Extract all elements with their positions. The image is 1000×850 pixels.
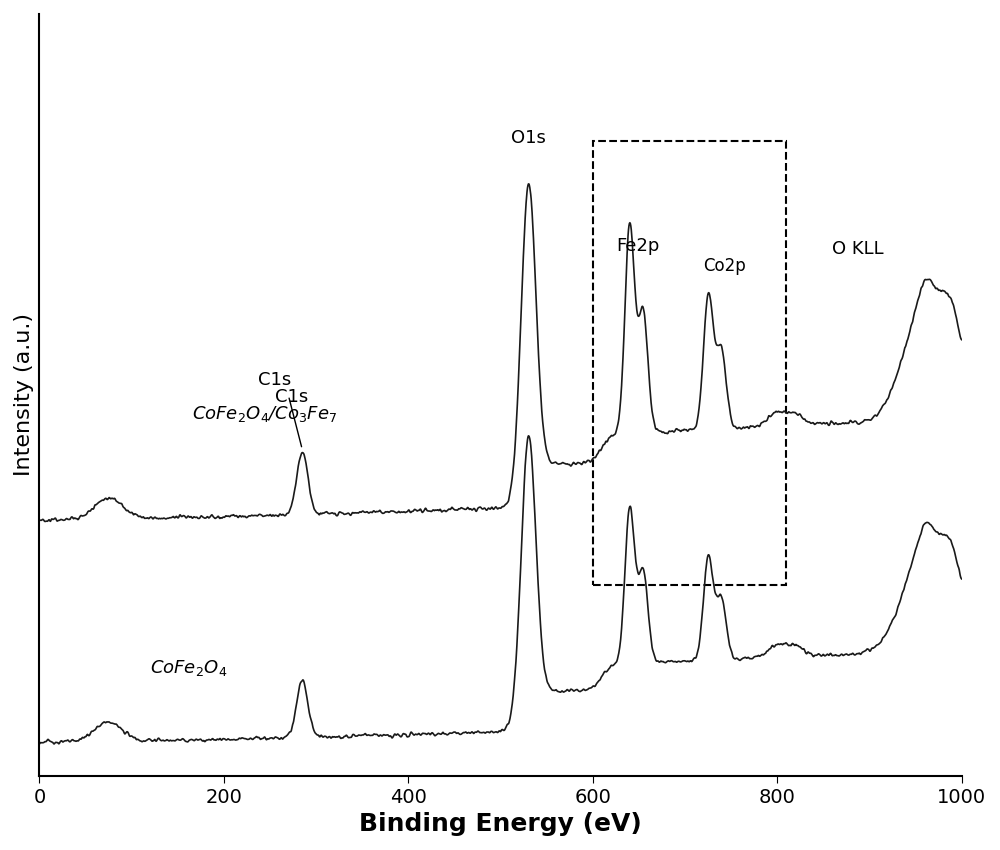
Text: C1s: C1s [258,371,291,389]
Y-axis label: Intensity (a.u.): Intensity (a.u.) [14,314,34,476]
Text: CoFe$_2$O$_4$/Co$_3$Fe$_7$: CoFe$_2$O$_4$/Co$_3$Fe$_7$ [192,404,337,424]
Text: O1s: O1s [511,129,546,147]
Text: CoFe$_2$O$_4$: CoFe$_2$O$_4$ [150,658,227,677]
Text: Co2p: Co2p [703,258,746,275]
Text: Fe2p: Fe2p [616,236,659,255]
Bar [593,141,786,586]
X-axis label: Binding Energy (eV): Binding Energy (eV) [359,812,642,836]
Text: C1s: C1s [275,388,308,405]
Text: O KLL: O KLL [832,241,884,258]
